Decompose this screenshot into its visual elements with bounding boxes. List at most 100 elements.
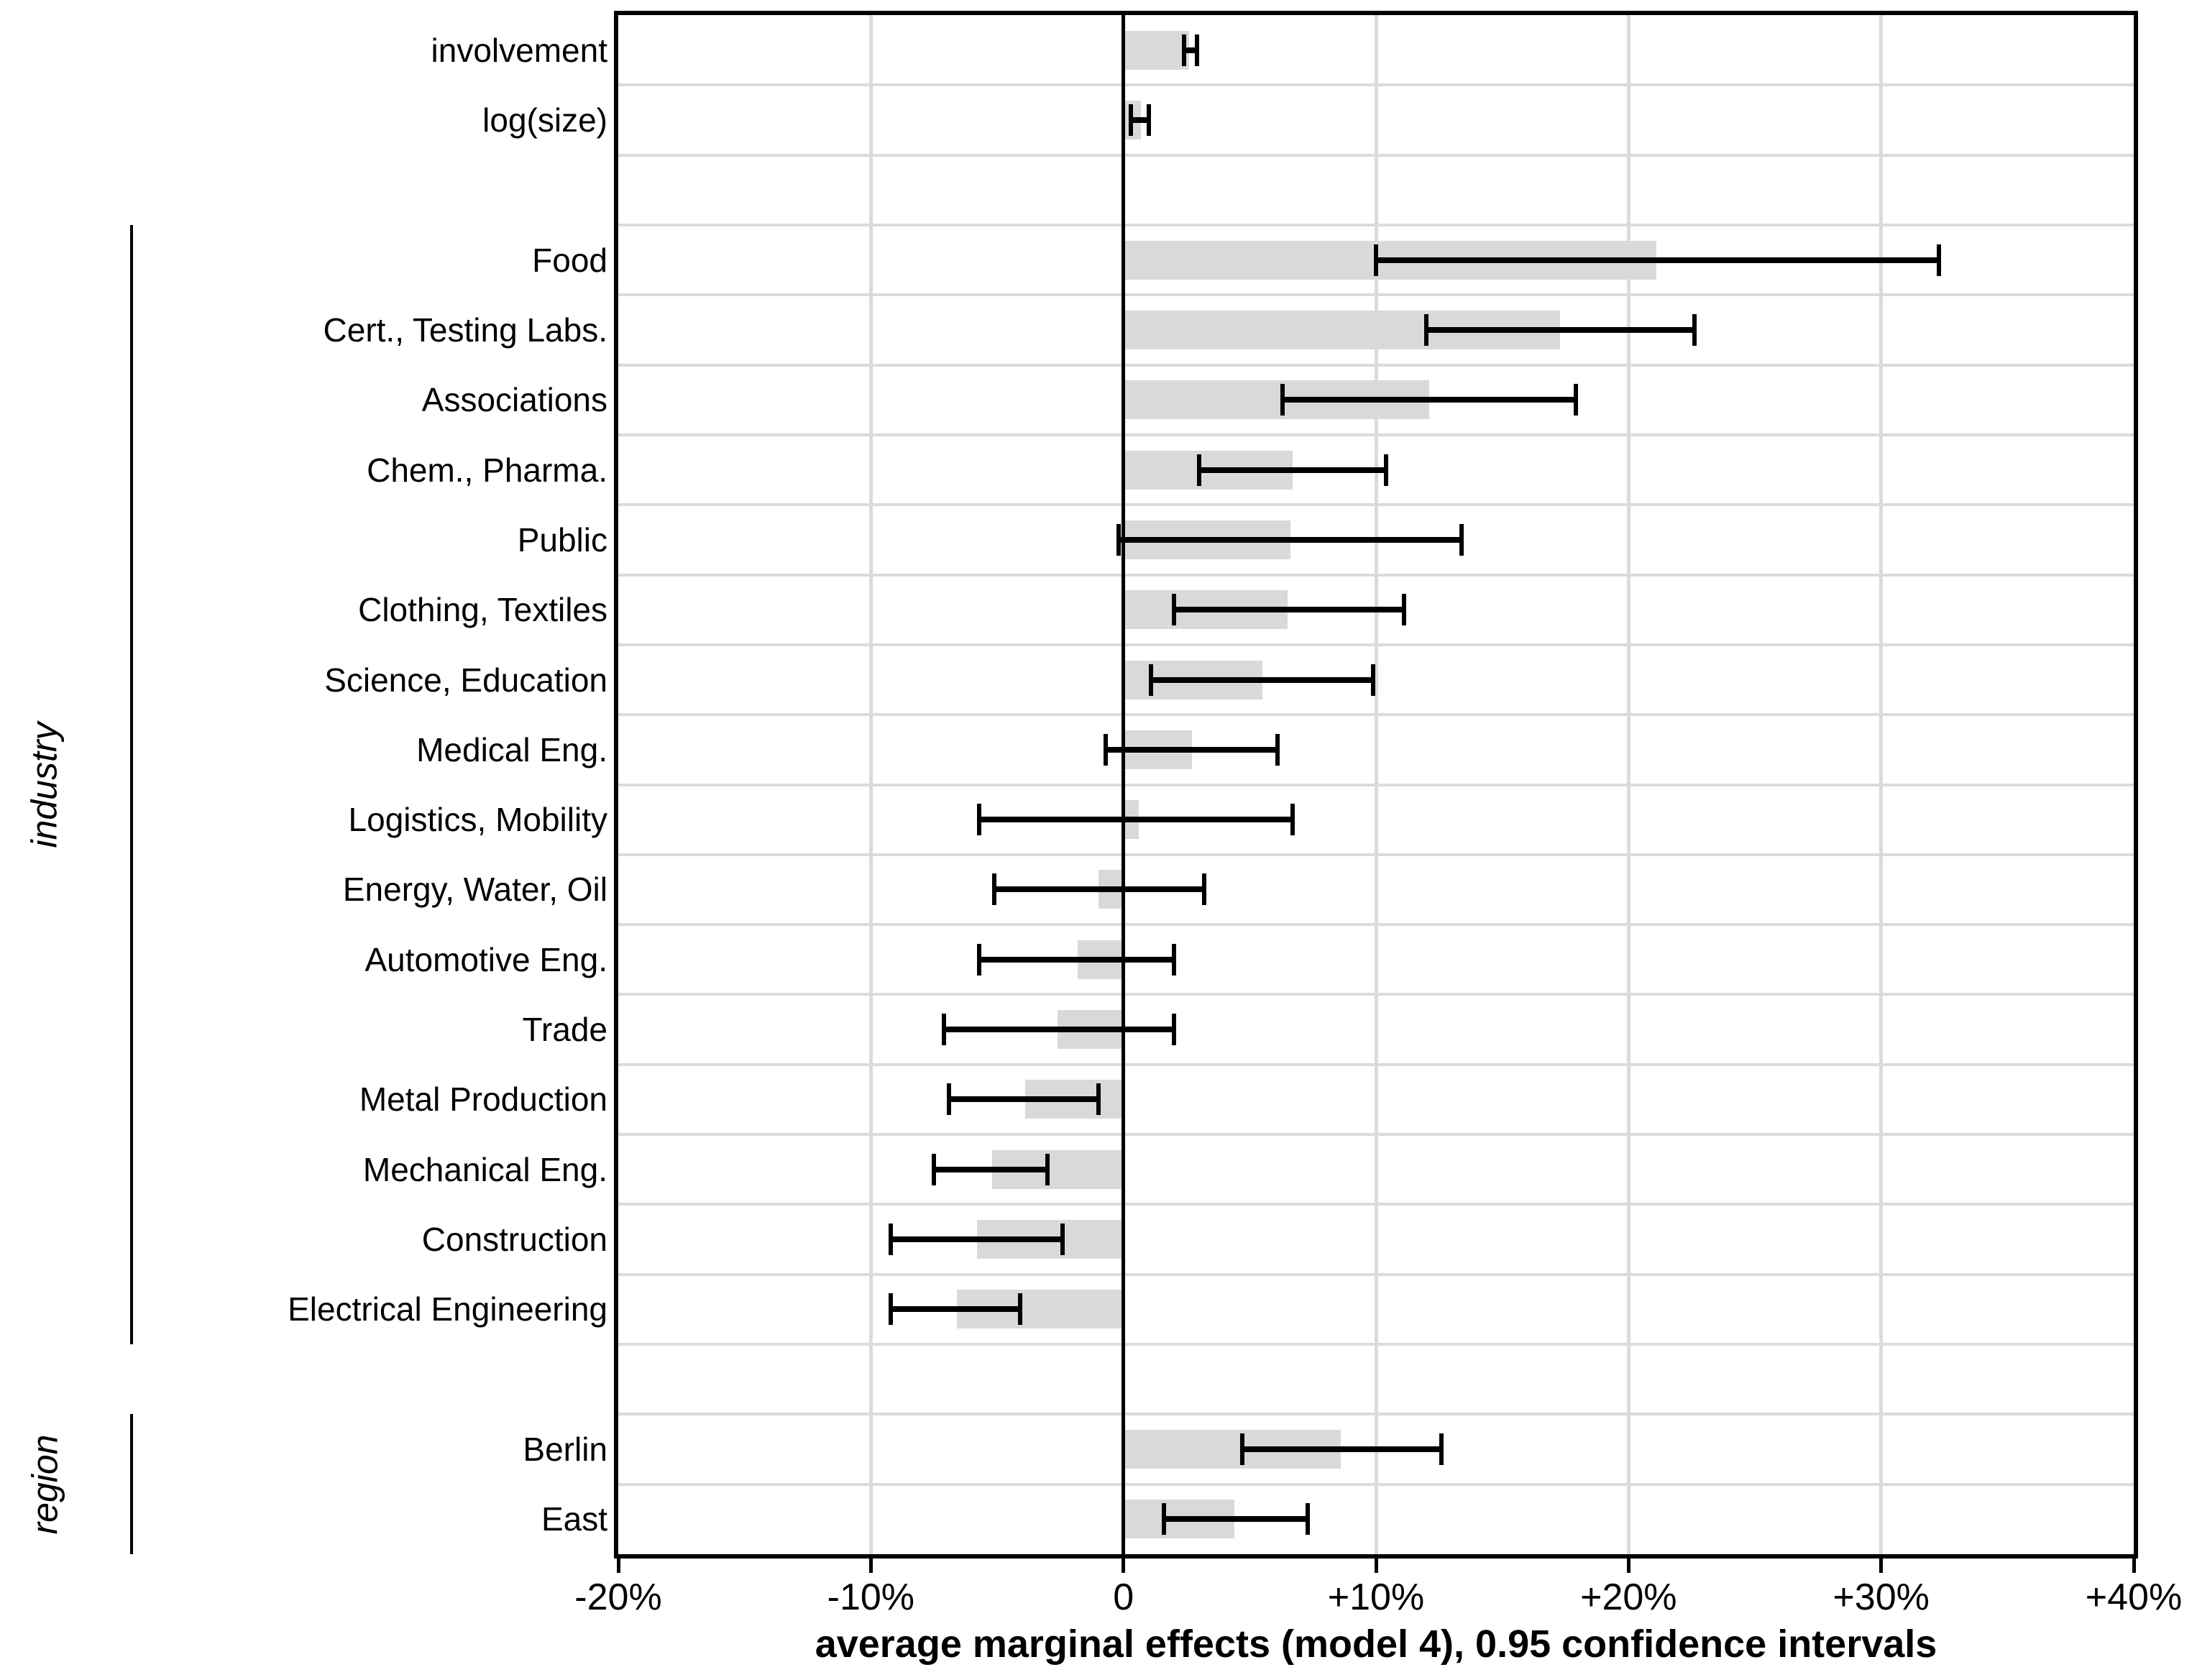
error-bar-cap-high (1171, 943, 1176, 976)
error-bar-cap-high (1384, 454, 1389, 486)
x-tick-mark (1879, 1559, 1884, 1573)
error-bar-cap-high (1202, 873, 1207, 906)
error-bar-cap-high (1060, 1224, 1065, 1256)
error-bar-line (1199, 467, 1387, 473)
category-label: Energy, Water, Oil (342, 871, 607, 909)
error-bar-cap-low (1161, 1503, 1166, 1536)
category-label: Associations (421, 381, 607, 419)
v-gridline (868, 15, 873, 1554)
category-label: involvement (431, 31, 607, 69)
v-gridline (1879, 15, 1884, 1554)
category-label: Clothing, Textiles (358, 591, 607, 629)
error-bar-cap-high (1459, 523, 1464, 556)
error-bar-line (1183, 47, 1197, 53)
x-tick-mark (1122, 1559, 1126, 1573)
plot-frame-right (2134, 11, 2138, 1559)
error-bar-line (994, 886, 1205, 893)
error-bar-line (1131, 116, 1149, 123)
error-bar-cap-high (1401, 594, 1406, 626)
error-bar-line (1106, 746, 1278, 753)
error-bar-cap-low (977, 804, 982, 836)
category-label: Medical Eng. (416, 730, 607, 768)
error-bar-cap-low (992, 873, 997, 906)
error-bar-line (1242, 1446, 1442, 1453)
error-bar-line (979, 956, 1174, 963)
error-bar-cap-low (889, 1293, 894, 1326)
error-bar-cap-high (1096, 1083, 1101, 1116)
category-label: log(size) (482, 101, 607, 139)
region-group-label: region (24, 1434, 65, 1535)
error-bar-cap-high (1146, 104, 1151, 136)
error-bar-line (949, 1096, 1098, 1103)
x-tick-mark (868, 1559, 873, 1573)
category-label: Electrical Engineering (288, 1290, 607, 1328)
error-bar-line (1163, 1516, 1308, 1523)
error-bar-cap-high (1045, 1153, 1050, 1185)
x-tick-mark (1626, 1559, 1630, 1573)
error-bar-line (1151, 676, 1374, 683)
x-tick-label: +10% (1327, 1576, 1425, 1618)
error-bar-cap-high (1937, 244, 1942, 276)
x-tick-label: 0 (1113, 1576, 1134, 1618)
error-bar-line (1376, 257, 1940, 263)
category-label: East (541, 1500, 607, 1538)
error-bar-cap-low (1197, 454, 1202, 486)
industry-group-label: industry (24, 721, 65, 848)
error-bar-line (934, 1166, 1048, 1172)
category-label: Chem., Pharma. (367, 451, 607, 489)
plot-frame-left (614, 11, 618, 1559)
error-bar-cap-low (942, 1014, 947, 1046)
error-bar-cap-high (1194, 34, 1199, 66)
category-label: Logistics, Mobility (348, 801, 607, 839)
x-tick-label: +20% (1580, 1576, 1677, 1618)
error-bar-line (1118, 536, 1462, 543)
x-tick-mark (1374, 1559, 1378, 1573)
error-bar-line (1283, 397, 1576, 403)
error-bar-cap-high (1171, 1014, 1176, 1046)
error-bar-cap-high (1371, 664, 1376, 696)
industry-bracket (130, 224, 133, 1345)
error-bar-cap-high (1573, 384, 1578, 416)
error-bar-cap-high (1439, 1433, 1444, 1466)
error-bar-cap-high (1290, 804, 1295, 836)
error-bar-cap-low (1280, 384, 1285, 416)
error-bar-line (891, 1306, 1020, 1313)
category-label: Trade (522, 1011, 607, 1049)
bar (1123, 30, 1189, 70)
error-bar-cap-low (932, 1153, 937, 1185)
category-label: Science, Education (324, 661, 607, 699)
error-bar-line (1173, 607, 1404, 613)
error-bar-cap-low (1129, 104, 1134, 136)
category-label: Metal Production (359, 1080, 607, 1119)
error-bar-cap-high (1306, 1503, 1311, 1536)
category-label: Food (532, 241, 607, 279)
region-bracket (130, 1414, 133, 1554)
error-bar-cap-low (1424, 313, 1429, 346)
error-bar-cap-low (1239, 1433, 1244, 1466)
error-bar-cap-low (1116, 523, 1121, 556)
error-bar-cap-low (947, 1083, 952, 1116)
zero-line (1122, 15, 1126, 1554)
x-tick-label: -10% (827, 1576, 915, 1618)
error-bar-cap-high (1017, 1293, 1022, 1326)
plot-frame-top (614, 11, 2138, 15)
error-bar-cap-low (1104, 733, 1109, 766)
plot-frame-bottom (614, 1554, 2138, 1559)
error-bar-cap-low (1181, 34, 1186, 66)
x-tick-label: -20% (574, 1576, 662, 1618)
category-label: Construction (421, 1221, 607, 1259)
category-label: Berlin (523, 1431, 607, 1469)
category-label: Public (517, 520, 607, 559)
error-bar-cap-high (1692, 313, 1697, 346)
error-bar-cap-low (1149, 664, 1154, 696)
v-gridline (1626, 15, 1630, 1554)
error-bar-cap-low (977, 943, 982, 976)
x-tick-label: +30% (1833, 1576, 1930, 1618)
error-bar-line (979, 817, 1293, 823)
error-bar-line (1426, 326, 1694, 333)
category-label: Automotive Eng. (364, 940, 607, 978)
error-bar-cap-low (1171, 594, 1176, 626)
